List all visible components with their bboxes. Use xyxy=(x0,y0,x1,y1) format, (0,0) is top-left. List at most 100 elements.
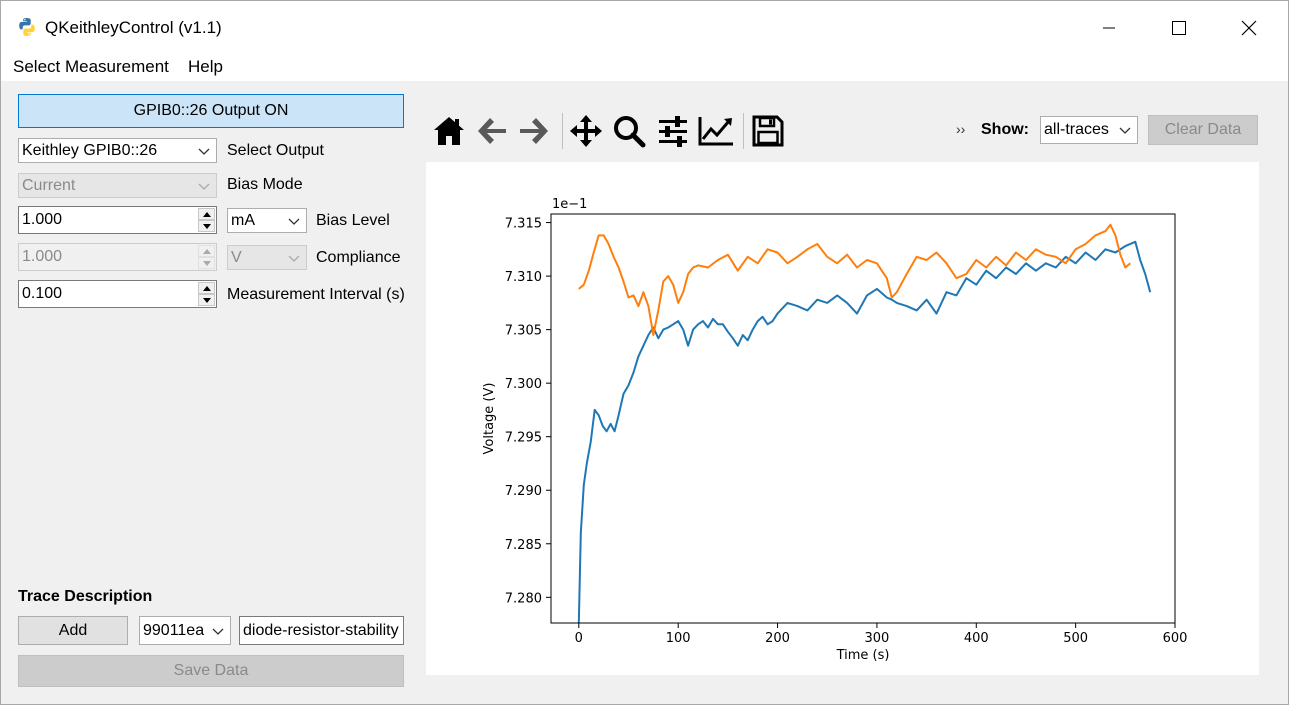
maximize-icon xyxy=(1172,21,1186,35)
edit-axis-button[interactable] xyxy=(697,112,735,150)
save-data-button: Save Data xyxy=(18,655,404,687)
toolbar-separator xyxy=(562,113,563,149)
spin-up-button[interactable] xyxy=(198,282,215,294)
close-button[interactable] xyxy=(1214,1,1284,55)
interval-spinbox[interactable]: 0.100 xyxy=(18,280,217,308)
compliance-label: Compliance xyxy=(316,249,401,266)
output-toggle-button[interactable]: GPIB0::26 Output ON xyxy=(18,94,404,128)
arrow-up-icon xyxy=(202,211,211,217)
x-tick-label: 100 xyxy=(666,631,691,646)
select-output-label: Select Output xyxy=(227,142,324,159)
trace-description-input[interactable]: diode-resistor-stability xyxy=(239,616,404,645)
spin-down-button[interactable] xyxy=(198,294,215,306)
pan-button[interactable] xyxy=(567,112,605,150)
bias-mode-value: Current xyxy=(22,177,76,194)
bias-unit-select[interactable]: mA xyxy=(227,208,307,233)
plot-canvas[interactable]: 0 100 200 300 400 500 600 7.280 7.285 7.290 7.295 7… xyxy=(426,162,1259,675)
zoom-button[interactable] xyxy=(610,112,648,150)
y-tick-label: 7.290 xyxy=(505,484,542,499)
x-tick-label: 200 xyxy=(765,631,790,646)
toolbar-overflow-icon[interactable]: ›› xyxy=(956,121,966,137)
y-tick-label: 7.305 xyxy=(505,324,542,339)
window-title: QKeithleyControl (v1.1) xyxy=(45,18,222,37)
y-tick-label: 7.310 xyxy=(505,270,542,285)
x-tick-label: 400 xyxy=(964,631,989,646)
show-label: Show: xyxy=(981,121,1029,138)
x-tick-label: 600 xyxy=(1163,631,1188,646)
title-bar: QKeithleyControl (v1.1) xyxy=(1,1,1288,55)
home-button[interactable] xyxy=(430,112,468,150)
minimize-button[interactable] xyxy=(1074,1,1144,55)
zoom-icon xyxy=(614,116,646,148)
python-logo-icon xyxy=(19,18,35,36)
chevron-down-icon xyxy=(198,183,210,190)
arrow-up-icon xyxy=(202,285,211,291)
spin-down-button[interactable] xyxy=(198,220,215,232)
forward-arrow-icon xyxy=(520,118,548,144)
chevron-down-icon xyxy=(288,255,300,262)
compliance-spinbox: 1.000 xyxy=(18,243,217,271)
bias-mode-label: Bias Mode xyxy=(227,176,303,193)
back-arrow-icon xyxy=(478,118,506,144)
x-tick-label: 300 xyxy=(864,631,889,646)
x-axis-label: Time (s) xyxy=(836,648,890,663)
edit-axis-icon xyxy=(698,117,733,146)
x-tick-label: 500 xyxy=(1063,631,1088,646)
instrument-select[interactable]: Keithley GPIB0::26 xyxy=(18,138,217,163)
arrow-down-icon xyxy=(202,297,211,303)
clear-data-button: Clear Data xyxy=(1148,115,1258,145)
trace-id-value: 99011ea xyxy=(143,622,205,639)
voltage-time-chart[interactable]: 0 100 200 300 400 500 600 7.280 7.285 7.290 7.295 7… xyxy=(426,162,1259,675)
y-tick-label: 7.315 xyxy=(505,217,542,232)
home-icon xyxy=(434,117,464,145)
trace-description-title: Trace Description xyxy=(18,588,153,605)
save-figure-button[interactable] xyxy=(749,112,787,150)
bias-unit-value: mA xyxy=(231,212,255,229)
add-trace-button[interactable]: Add xyxy=(18,616,128,645)
forward-button[interactable] xyxy=(515,112,553,150)
series-line-1 xyxy=(577,240,1152,623)
configure-subplots-icon xyxy=(659,116,687,147)
show-traces-select[interactable]: all-traces xyxy=(1040,116,1138,144)
compliance-unit-value: V xyxy=(231,249,242,266)
interval-label: Measurement Interval (s) xyxy=(227,286,405,303)
compliance-unit-select: V xyxy=(227,245,307,270)
menu-bar: Select Measurement Help xyxy=(1,55,1288,81)
plot-frame xyxy=(550,213,1176,624)
back-button[interactable] xyxy=(473,112,511,150)
chevron-down-icon xyxy=(1119,127,1131,134)
show-traces-value: all-traces xyxy=(1044,121,1109,138)
chevron-down-icon xyxy=(212,628,224,635)
pan-icon xyxy=(570,115,602,147)
arrow-down-icon xyxy=(202,223,211,229)
minimize-icon xyxy=(1103,27,1115,29)
y-tick-label: 7.300 xyxy=(505,377,542,392)
bias-level-spinbox[interactable]: 1.000 xyxy=(18,206,217,234)
interval-value: 0.100 xyxy=(22,285,63,302)
series-line-2 xyxy=(578,223,1131,336)
y-offset-text: 1e−1 xyxy=(552,197,587,212)
toolbar-separator xyxy=(743,113,744,149)
spin-up-button[interactable] xyxy=(198,208,215,220)
menu-help[interactable]: Help xyxy=(188,57,223,76)
menu-select-measurement[interactable]: Select Measurement xyxy=(13,57,169,76)
bias-mode-select: Current xyxy=(18,173,217,198)
trace-id-select[interactable]: 99011ea xyxy=(139,616,231,645)
spin-down-button xyxy=(198,257,215,269)
instrument-select-value: Keithley GPIB0::26 xyxy=(22,142,158,159)
y-tick-label: 7.280 xyxy=(505,591,542,606)
arrow-up-icon xyxy=(202,248,211,254)
y-axis-label: Voltage (V) xyxy=(482,383,497,455)
arrow-down-icon xyxy=(202,260,211,266)
bias-level-value: 1.000 xyxy=(22,211,63,228)
compliance-value: 1.000 xyxy=(22,248,63,265)
x-tick-label: 0 xyxy=(575,631,583,646)
y-tick-label: 7.285 xyxy=(505,538,542,553)
close-icon xyxy=(1241,20,1257,36)
bias-level-label: Bias Level xyxy=(316,212,390,229)
spin-up-button xyxy=(198,245,215,257)
maximize-button[interactable] xyxy=(1144,1,1214,55)
chevron-down-icon xyxy=(198,148,210,155)
configure-subplots-button[interactable] xyxy=(654,112,692,150)
